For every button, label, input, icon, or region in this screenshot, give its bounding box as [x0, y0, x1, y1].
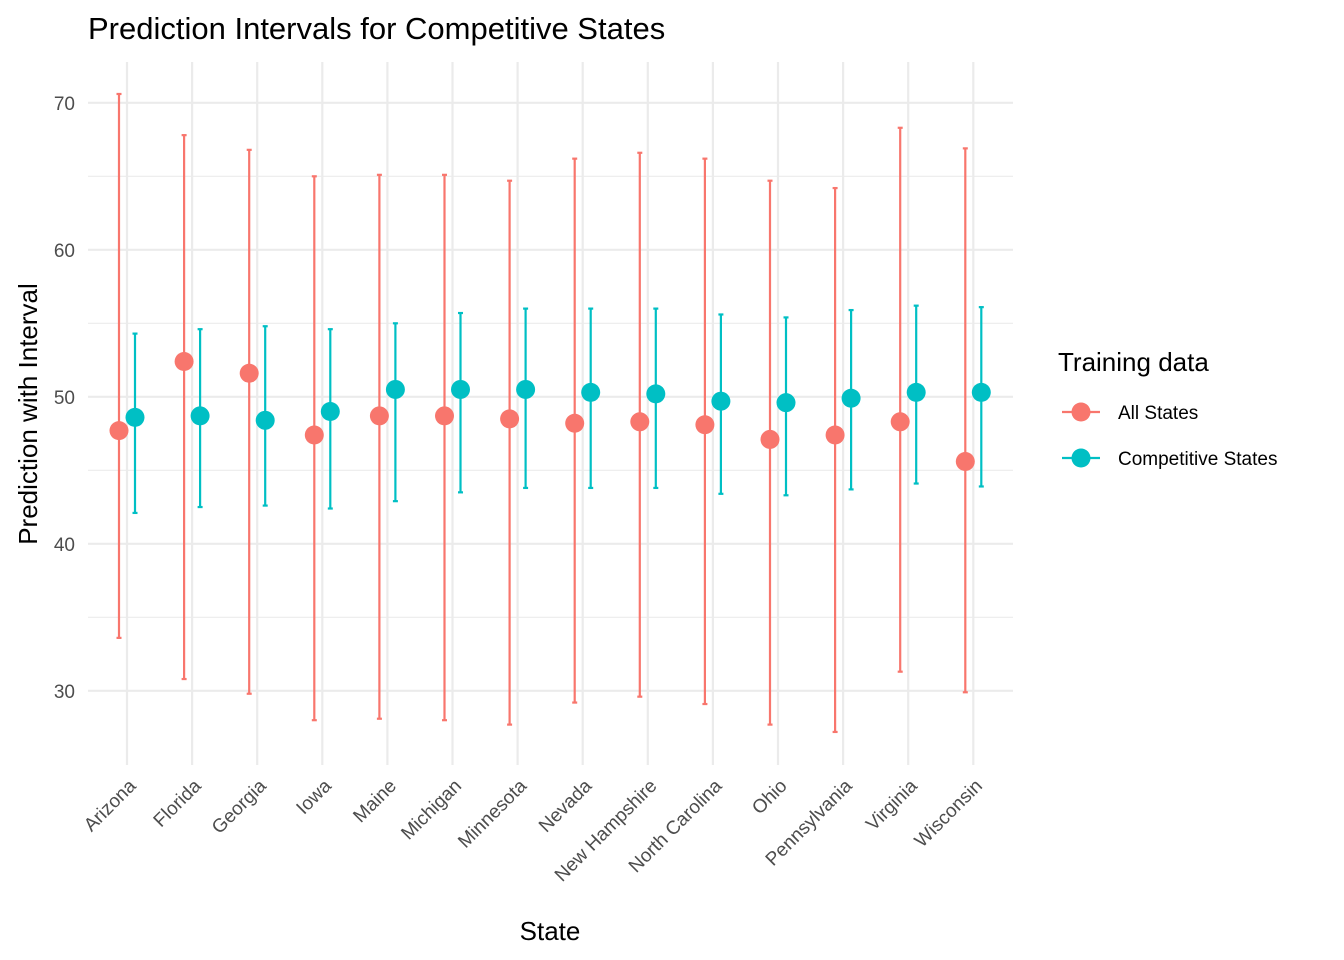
x-tick-label: Nevada: [535, 775, 596, 836]
data-point: [825, 425, 845, 445]
data-point: [695, 415, 715, 435]
x-tick-label: Michigan: [397, 776, 466, 845]
data-point: [630, 412, 650, 432]
data-point: [841, 388, 861, 408]
data-point: [385, 379, 405, 399]
data-point: [565, 413, 585, 433]
grid: [88, 62, 1013, 765]
data-point: [125, 407, 145, 427]
x-tick-label: Florida: [150, 775, 206, 831]
x-tick-label: Georgia: [208, 775, 271, 838]
data-point: [239, 363, 259, 383]
data-point: [776, 393, 796, 413]
data-point: [955, 451, 975, 471]
legend-label: Competitive States: [1118, 449, 1277, 470]
series-all-states: [109, 92, 975, 734]
data-point: [190, 406, 210, 426]
data-point: [890, 412, 910, 432]
legend-item: Competitive States: [1062, 448, 1277, 470]
x-tick-label: Virginia: [862, 775, 922, 835]
data-point: [304, 425, 324, 445]
legend-key-point: [1071, 402, 1091, 422]
legend: Training data All States Competitive Stat…: [1058, 347, 1277, 470]
legend-label: All States: [1118, 403, 1198, 424]
data-point: [255, 410, 275, 430]
data-point: [109, 421, 129, 441]
y-tick-label: 30: [54, 682, 75, 703]
x-tick-label: Arizona: [80, 775, 141, 836]
legend-key-point: [1071, 448, 1091, 468]
data-point: [435, 406, 454, 426]
series-competitive-states: [125, 304, 991, 515]
legend-title: Training data: [1058, 347, 1209, 377]
y-tick-label: 50: [54, 388, 75, 409]
x-tick-label: Iowa: [293, 775, 337, 819]
series-layer: [109, 92, 991, 734]
data-point: [320, 402, 340, 421]
y-axis-ticks: 30 40 50 60 70: [54, 94, 75, 703]
data-point: [581, 382, 601, 402]
data-point: [906, 382, 926, 402]
data-point: [971, 382, 991, 402]
x-axis-title: State: [520, 916, 581, 946]
data-point: [174, 352, 194, 372]
x-tick-label: Wisconsin: [911, 776, 987, 852]
x-tick-label: Ohio: [748, 776, 791, 819]
y-axis-title: Prediction with Interval: [13, 283, 43, 545]
data-point: [711, 391, 731, 411]
y-tick-label: 60: [54, 241, 75, 262]
y-tick-label: 40: [54, 535, 75, 556]
data-point: [500, 409, 520, 429]
data-point: [516, 379, 536, 399]
data-point: [646, 384, 666, 404]
data-point: [760, 429, 780, 449]
chart-title: Prediction Intervals for Competitive Sta…: [88, 11, 665, 46]
x-axis-ticks: Arizona Florida Georgia Iowa MaineMichiganMi…: [80, 775, 987, 886]
data-point: [369, 406, 389, 426]
data-point: [451, 379, 470, 399]
legend-item: All States: [1062, 402, 1198, 424]
y-tick-label: 70: [54, 94, 75, 115]
x-tick-label: Maine: [349, 776, 400, 827]
x-tick-label: Minnesota: [454, 775, 531, 852]
